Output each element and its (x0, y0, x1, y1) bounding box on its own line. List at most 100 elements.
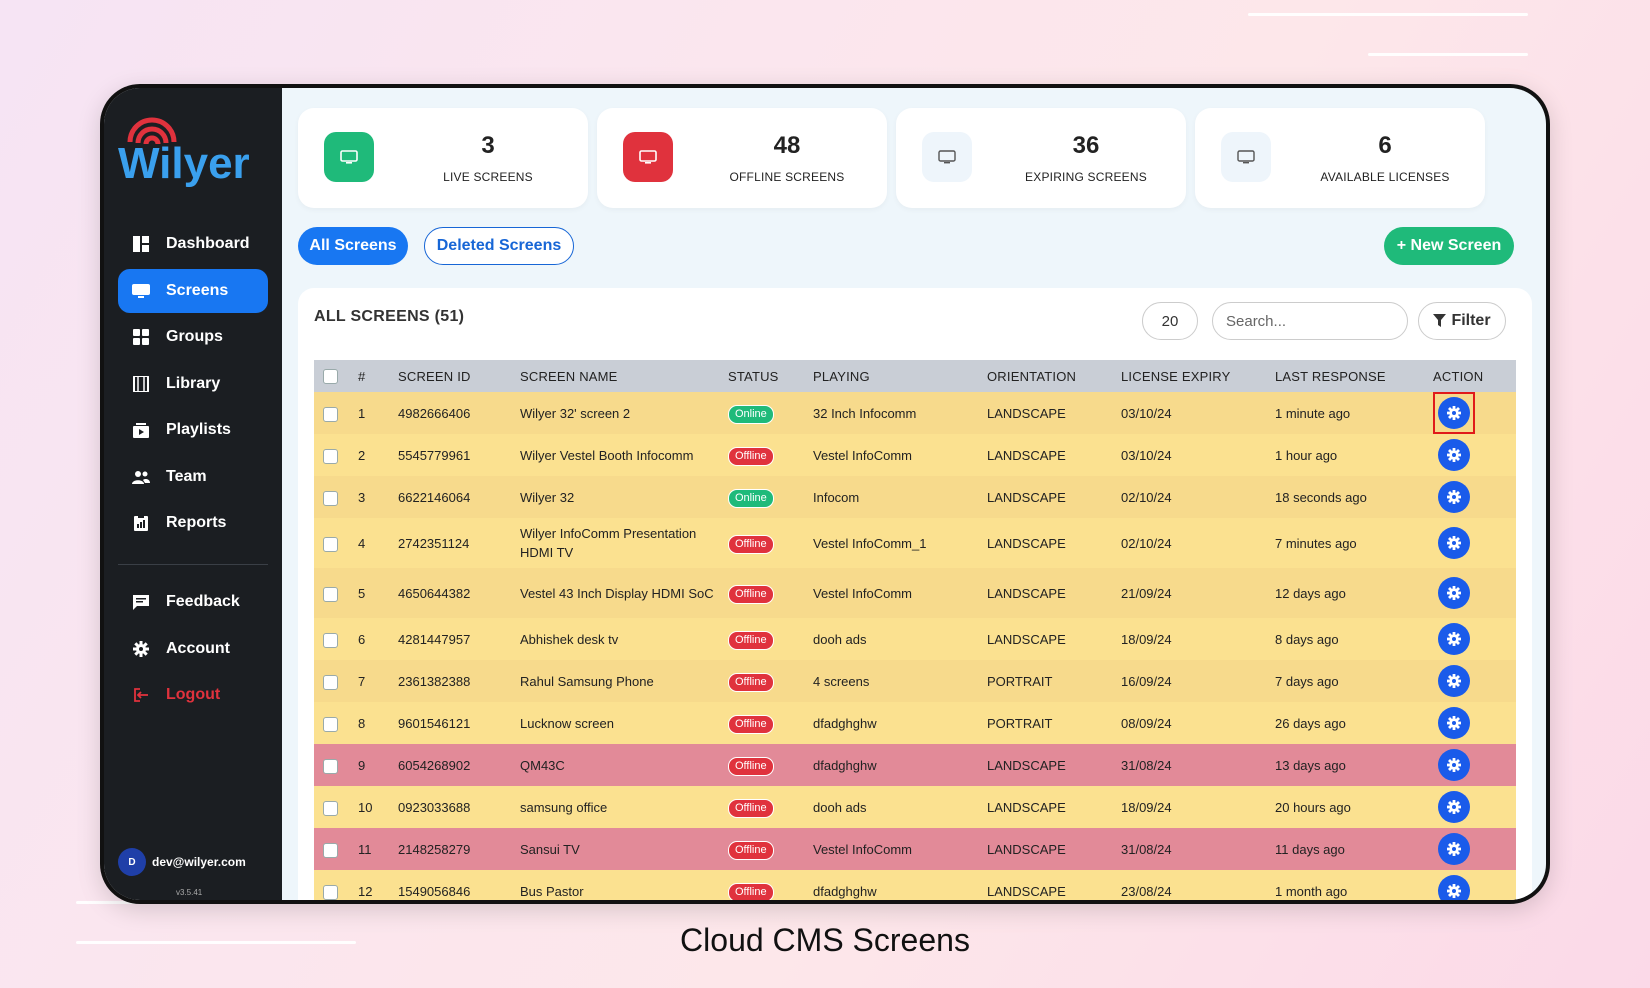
sidebar-item-team[interactable]: Team (118, 455, 268, 499)
sidebar-item-library[interactable]: Library (118, 362, 268, 406)
screen-name[interactable]: Wilyer 32 (520, 489, 575, 505)
status-cell: Offline (724, 660, 809, 702)
sidebar-item-feedback[interactable]: Feedback (118, 580, 268, 624)
sidebar-item-reports[interactable]: Reports (118, 501, 268, 545)
monitor-icon (1221, 132, 1271, 182)
table-row[interactable]: 6 4281447957 Abhishek desk tv Offline dooh a… (314, 618, 1516, 660)
table-row[interactable]: 9 6054268902 QM43C Offline dfadghghw LANDSCAP… (314, 744, 1516, 786)
action-highlight (1433, 392, 1475, 434)
orientation: PORTRAIT (987, 673, 1053, 689)
screen-name[interactable]: Wilyer 32' screen 2 (520, 405, 631, 421)
user-info[interactable]: D dev@wilyer.com (118, 848, 246, 876)
table-row[interactable]: 11 2148258279 Sansui TV Offline Vestel InfoC… (314, 828, 1516, 870)
settings-button[interactable] (1438, 439, 1470, 471)
sidebar-item-label: Playlists (166, 421, 231, 438)
row-checkbox[interactable] (323, 586, 338, 602)
row-select-cell (314, 476, 354, 518)
table-row[interactable]: 12 1549056846 Bus Pastor Offline dfadghghw LA… (314, 870, 1516, 900)
stat-label: AVAILABLE LICENSES (1320, 170, 1450, 184)
row-checkbox[interactable] (323, 758, 338, 774)
select-all-checkbox[interactable] (323, 369, 338, 385)
screen-name[interactable]: Vestel 43 Inch Display HDMI SoC (520, 585, 714, 601)
decor-line (1248, 13, 1528, 16)
settings-button[interactable] (1438, 707, 1470, 739)
filter-icon (1433, 314, 1447, 327)
row-checkbox[interactable] (323, 490, 338, 506)
search-input[interactable] (1212, 302, 1408, 340)
action-highlight (1433, 660, 1475, 702)
screen-name[interactable]: QM43C (520, 757, 565, 773)
row-checkbox[interactable] (323, 716, 338, 732)
status-cell: Offline (724, 870, 809, 900)
feedback-icon (132, 593, 150, 611)
sidebar-item-playlists[interactable]: Playlists (118, 408, 268, 452)
row-checkbox[interactable] (323, 800, 338, 816)
sidebar-item-screens[interactable]: Screens (118, 268, 268, 313)
row-checkbox[interactable] (323, 448, 338, 464)
row-checkbox[interactable] (323, 842, 338, 858)
settings-button[interactable] (1438, 623, 1470, 655)
screen-id: 9601546121 (398, 715, 471, 731)
settings-button[interactable] (1438, 481, 1470, 513)
screen-name[interactable]: Wilyer InfoComm Presentation HDMI TV (520, 526, 697, 560)
screen-name[interactable]: Wilyer Vestel Booth Infocomm (520, 447, 694, 463)
action-cell (1429, 828, 1516, 870)
table-row[interactable]: 1 4982666406 Wilyer 32' screen 2 Online 32 I… (314, 392, 1516, 434)
settings-button[interactable] (1438, 749, 1470, 781)
screen-id: 4982666406 (398, 405, 471, 421)
settings-button[interactable] (1438, 527, 1470, 559)
stat-value: 36 (1072, 132, 1100, 159)
filter-button[interactable]: Filter (1418, 302, 1506, 340)
row-checkbox[interactable] (323, 406, 338, 422)
sidebar-item-logout[interactable]: Logout (118, 673, 268, 717)
tab-deleted-screens[interactable]: Deleted Screens (424, 227, 574, 265)
table-row[interactable]: 4 2742351124 Wilyer InfoComm Presentation … (314, 518, 1516, 568)
screen-name[interactable]: Rahul Samsung Phone (520, 673, 654, 689)
screen-id: 2148258279 (398, 841, 471, 857)
table-row[interactable]: 7 2361382388 Rahul Samsung Phone Offline 4 s… (314, 660, 1516, 702)
per-page-select[interactable]: 20 (1142, 302, 1198, 340)
monitor-icon (324, 132, 374, 182)
settings-button[interactable] (1438, 833, 1470, 865)
table-row[interactable]: 3 6622146064 Wilyer 32 Online Infocom LANDSCA… (314, 476, 1516, 518)
sidebar-item-account[interactable]: Account (118, 627, 268, 671)
row-checkbox[interactable] (323, 674, 338, 690)
settings-button[interactable] (1438, 665, 1470, 697)
logout-icon (132, 686, 150, 704)
table-row[interactable]: 2 5545779961 Wilyer Vestel Booth Infocomm O… (314, 434, 1516, 476)
tab-all-screens[interactable]: All Screens (298, 227, 408, 265)
screen-name[interactable]: Abhishek desk tv (520, 631, 619, 647)
decor-line (1368, 53, 1528, 56)
last-response: 13 days ago (1275, 757, 1346, 773)
screen-name[interactable]: Sansui TV (520, 841, 580, 857)
status-cell: Offline (724, 828, 809, 870)
gear-icon (1447, 406, 1461, 420)
screen-name[interactable]: samsung office (520, 799, 608, 815)
screen-name[interactable]: Bus Pastor (520, 883, 584, 899)
playing: dfadghghw (813, 883, 877, 899)
settings-button[interactable] (1438, 791, 1470, 823)
action-cell (1429, 744, 1516, 786)
table-row[interactable]: 8 9601546121 Lucknow screen Offline dfadghgh… (314, 702, 1516, 744)
status-badge: Offline (728, 534, 774, 554)
settings-button[interactable] (1438, 875, 1470, 900)
row-checkbox[interactable] (323, 884, 338, 900)
avatar: D (118, 848, 146, 876)
row-checkbox[interactable] (323, 632, 338, 648)
settings-button[interactable] (1438, 397, 1470, 429)
orientation: LANDSCAPE (987, 757, 1066, 773)
sidebar-item-groups[interactable]: Groups (118, 315, 268, 359)
action-highlight (1433, 870, 1475, 900)
new-screen-button[interactable]: + New Screen (1384, 227, 1514, 265)
table-row[interactable]: 5 4650644382 Vestel 43 Inch Display HDMI S… (314, 568, 1516, 618)
row-checkbox[interactable] (323, 536, 338, 552)
orientation: LANDSCAPE (987, 631, 1066, 647)
last-response: 1 minute ago (1275, 405, 1351, 421)
screen-name[interactable]: Lucknow screen (520, 715, 614, 731)
settings-button[interactable] (1438, 577, 1470, 609)
status-cell: Offline (724, 434, 809, 476)
sidebar-item-dashboard[interactable]: Dashboard (118, 222, 268, 266)
status-cell: Offline (724, 744, 809, 786)
table-row[interactable]: 10 0923033688 samsung office Offline dooh ad… (314, 786, 1516, 828)
last-response: 7 minutes ago (1275, 535, 1357, 551)
